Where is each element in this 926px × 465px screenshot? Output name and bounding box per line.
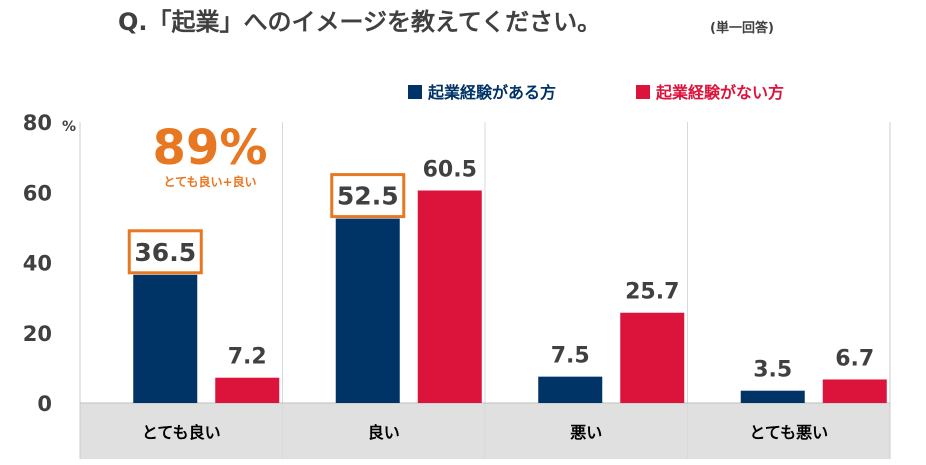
bar-experienced bbox=[133, 274, 198, 403]
y-tick-label: 60 bbox=[23, 181, 52, 205]
annotation-label: とても良い+良い bbox=[163, 174, 256, 189]
y-tick-label: 20 bbox=[23, 322, 52, 346]
bar-not-experienced bbox=[620, 312, 685, 403]
y-axis-unit: % bbox=[62, 119, 76, 135]
bar-not-experienced bbox=[417, 190, 482, 403]
legend-swatch-experienced bbox=[408, 85, 422, 99]
value-label: 52.5 bbox=[337, 182, 399, 211]
category-label: とても良い bbox=[142, 423, 221, 442]
legend-label-not-experienced: 起業経験がない方 bbox=[655, 83, 784, 102]
legend: 起業経験がある方 起業経験がない方 bbox=[408, 83, 784, 102]
y-tick-label: 80 bbox=[23, 111, 52, 135]
chart-title: Q.「起業」へのイメージを教えてください。 bbox=[118, 8, 601, 36]
value-label: 36.5 bbox=[134, 238, 196, 267]
category-label: 良い bbox=[368, 423, 400, 442]
bar-experienced bbox=[740, 390, 805, 403]
bar-not-experienced bbox=[822, 379, 887, 403]
value-label: 7.2 bbox=[228, 345, 267, 370]
highlight-box bbox=[330, 173, 406, 219]
value-label: 25.7 bbox=[625, 280, 679, 305]
bar-experienced bbox=[538, 376, 603, 403]
annotation-value: 89% bbox=[153, 120, 268, 176]
value-label: 60.5 bbox=[423, 157, 477, 182]
bar-not-experienced bbox=[215, 377, 280, 403]
value-label: 6.7 bbox=[835, 346, 874, 371]
legend-label-experienced: 起業経験がある方 bbox=[427, 83, 556, 102]
plot-area: 0 20 40 60 80 とても良い 36.5 7.2 良い 52.5 60.5 悪い 7.5 25.7… bbox=[23, 111, 891, 459]
bar-experienced bbox=[335, 218, 400, 403]
highlight-box bbox=[127, 229, 203, 275]
value-label: 7.5 bbox=[551, 344, 590, 369]
value-label: 3.5 bbox=[753, 358, 792, 383]
category-label: 悪い bbox=[570, 423, 602, 442]
annotation: 89% とても良い+良い bbox=[153, 120, 268, 189]
chart-subtitle: (単一回答) bbox=[710, 20, 774, 36]
y-tick-label: 40 bbox=[23, 252, 52, 276]
category-label: とても悪い bbox=[749, 423, 828, 442]
y-tick-label: 0 bbox=[37, 392, 52, 416]
legend-swatch-not-experienced bbox=[636, 85, 650, 99]
